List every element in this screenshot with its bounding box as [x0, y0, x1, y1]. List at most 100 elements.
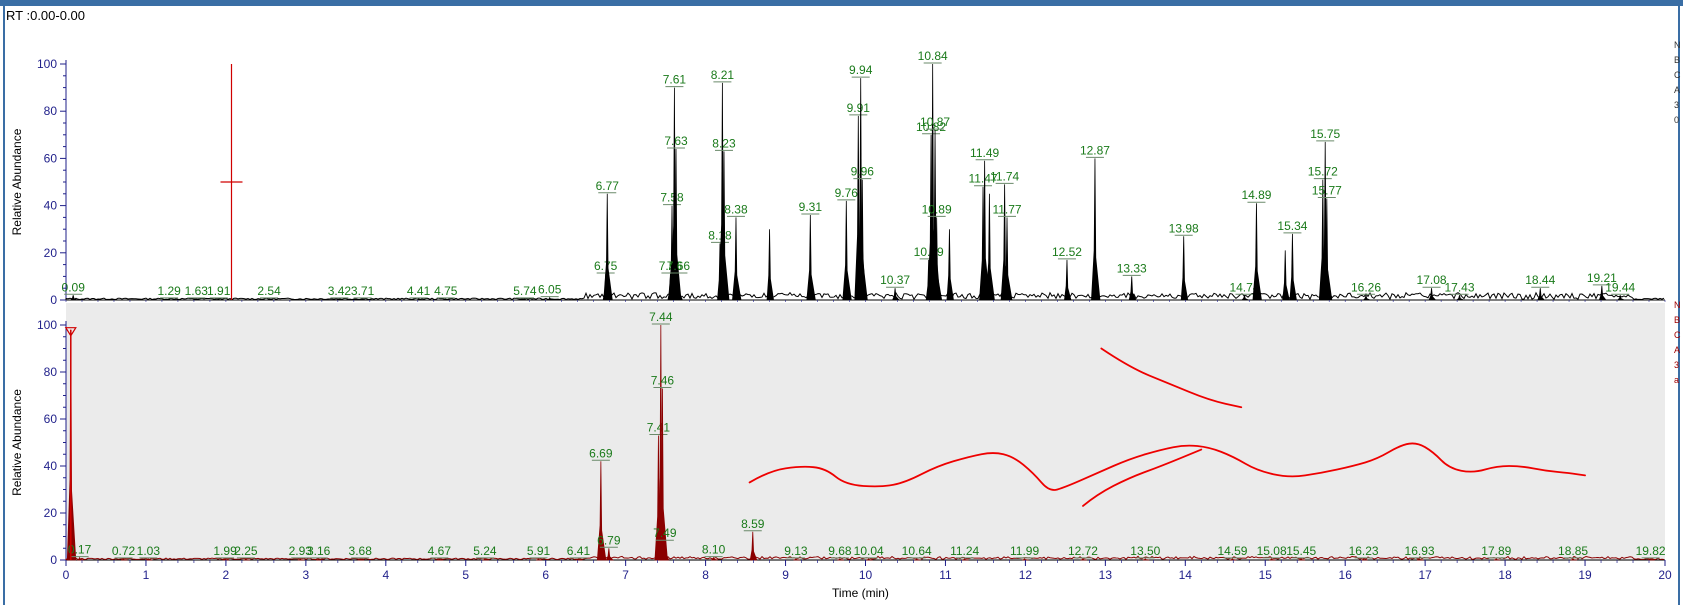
side-info-letter: B: [1674, 55, 1681, 65]
y-tick-label: 100: [37, 318, 57, 332]
peak-label: 11.47: [968, 172, 997, 186]
y-tick-label: 0: [50, 293, 57, 307]
peak: [1322, 198, 1333, 301]
peak: [732, 217, 742, 301]
peak-label: 6.69: [589, 446, 613, 460]
x-tick-label: 11: [939, 568, 952, 582]
peak: [1269, 558, 1276, 561]
window-title-bar: [0, 0, 1683, 6]
handwritten-cross-stroke: [1082, 448, 1203, 507]
peak: [962, 558, 969, 561]
peak: [120, 558, 128, 561]
side-info-letter: 3: [1674, 360, 1680, 370]
peak-label: 1.91: [207, 284, 231, 298]
peak-label: 8.59: [741, 517, 765, 531]
y-tick-label: 60: [44, 412, 58, 426]
peak-label: 7.49: [653, 526, 677, 540]
peak-label: 4.41: [407, 284, 431, 298]
peak: [675, 274, 684, 301]
peak-label: 14.89: [1241, 188, 1271, 202]
peak: [1080, 558, 1088, 561]
peak: [216, 298, 223, 301]
x-tick-label: 10: [859, 568, 873, 582]
peak-label: 2.25: [234, 544, 258, 558]
peak: [842, 200, 852, 301]
peak: [596, 461, 607, 561]
peak-label: 7.44: [649, 310, 673, 324]
peak-label: 9.96: [851, 165, 875, 179]
peak-label: 11.74: [990, 169, 1019, 183]
side-info-letter: 0: [1674, 115, 1680, 125]
x-tick-label: 13: [1099, 568, 1113, 582]
peak: [914, 558, 921, 561]
y-tick-label: 100: [37, 57, 57, 71]
peak: [1289, 233, 1297, 301]
peak: [891, 288, 900, 301]
peak-label: 7.46: [651, 373, 675, 387]
side-info-letter: A: [1674, 345, 1681, 355]
peak-label: 10.04: [854, 544, 884, 558]
peak: [1229, 558, 1237, 561]
peak: [766, 229, 775, 301]
peak-label: 9.94: [849, 63, 873, 77]
peak-label: 3.16: [307, 544, 331, 558]
peak: [1428, 288, 1437, 301]
peak: [1648, 558, 1655, 561]
peak: [336, 298, 344, 301]
peak: [720, 151, 730, 301]
peak: [605, 548, 614, 561]
side-info-letter: N: [1674, 40, 1681, 50]
peak-label: 8.23: [712, 136, 736, 150]
peak-label: 5.91: [527, 544, 551, 558]
peak: [547, 296, 554, 301]
y-tick-label: 80: [44, 365, 58, 379]
peak-label: 6.77: [596, 179, 620, 193]
side-info-letter: A: [1674, 85, 1681, 95]
peak: [535, 558, 543, 561]
peak: [193, 298, 201, 301]
peak: [1180, 236, 1189, 301]
peak-label: 7.41: [647, 420, 671, 434]
peak: [837, 558, 844, 561]
peak-label: 10.82: [916, 120, 946, 134]
peak-label: 6.05: [538, 283, 562, 297]
x-tick-label: 20: [1658, 568, 1672, 582]
peak-label: 14.74: [1229, 280, 1259, 294]
top-panel: 0 20 40 60 80 100 Relative Abundance 0.09 1.29 1.…: [10, 49, 1666, 307]
window-frame: [3, 5, 1680, 605]
peak: [1362, 295, 1371, 301]
peak-label: 2.54: [257, 284, 281, 298]
peak-label: 7.61: [663, 73, 687, 87]
peak: [575, 558, 583, 561]
peak-label: 1.99: [213, 544, 237, 558]
peak: [222, 558, 230, 561]
handwritten-wavy-stroke: [748, 442, 1586, 491]
peak-label: 10.89: [922, 202, 952, 216]
x-tick-label: 6: [542, 568, 549, 582]
peak-label: 1.29: [157, 284, 181, 298]
peak-label: 11.99: [1010, 544, 1039, 558]
peak-label: 17.08: [1417, 273, 1447, 287]
side-info-letter: C: [1674, 330, 1681, 340]
peak: [1360, 558, 1368, 561]
peak-label: 8.38: [724, 202, 748, 216]
peak: [1416, 558, 1424, 561]
peak: [145, 558, 153, 561]
peak: [866, 558, 873, 561]
peak-label: 11.77: [992, 202, 1021, 216]
peak-label: 15.34: [1277, 219, 1307, 233]
peak: [443, 298, 450, 301]
peak-label: 17.43: [1445, 280, 1475, 294]
peak-label: 10.84: [918, 49, 948, 63]
peak: [1570, 558, 1578, 561]
peak-label: 9.31: [799, 200, 823, 214]
y-axis-label: Relative Abundance: [10, 128, 24, 235]
peak-label: 0.17: [68, 543, 92, 557]
peak-label: 8.10: [702, 543, 726, 557]
x-tick-label: 5: [462, 568, 469, 582]
peak-label: 7.58: [660, 191, 684, 205]
x-tick-label: 9: [782, 568, 789, 582]
